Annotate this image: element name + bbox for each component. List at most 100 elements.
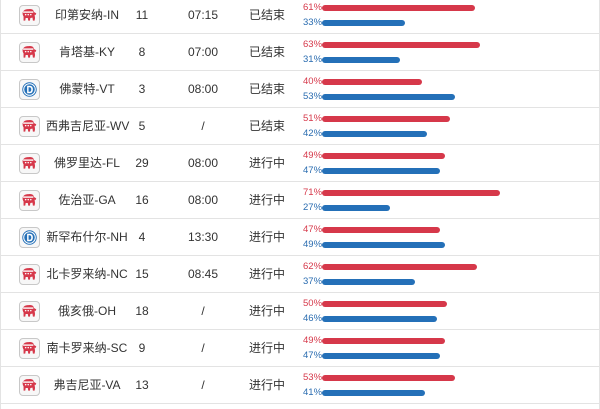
table-row[interactable]: 新罕布什尔-NH 4 13:30 进行中 47% 49%: [0, 219, 600, 256]
democrat-bar: [322, 279, 415, 285]
count-status: 进行中: [248, 341, 285, 355]
count-status: 进行中: [248, 267, 285, 281]
republican-percent: 49%: [303, 335, 323, 346]
poll-close-time: 08:45: [187, 267, 219, 281]
poll-close-time: 08:00: [187, 193, 219, 207]
electoral-votes: 11: [135, 8, 149, 22]
democrat-percent: 27%: [303, 202, 323, 213]
poll-close-time: 07:15: [187, 8, 219, 22]
poll-close-time: 13:30: [187, 230, 219, 244]
state-name: 佛罗里达-FL: [53, 156, 120, 170]
count-status: 进行中: [248, 378, 285, 392]
democrat-percent: 53%: [303, 91, 323, 102]
republican-bar: [322, 264, 477, 270]
elephant-icon: [22, 268, 37, 280]
democrat-d-icon: [22, 82, 37, 97]
republican-bar: [322, 338, 445, 344]
party-badge: [19, 190, 40, 211]
republican-percent: 63%: [303, 39, 323, 50]
table-row[interactable]: 俄亥俄-OH 18 / 进行中 50% 46%: [0, 293, 600, 330]
democrat-percent: 31%: [303, 54, 323, 65]
count-status: 进行中: [248, 304, 285, 318]
democrat-percent: 46%: [303, 313, 323, 324]
poll-close-time: /: [201, 119, 205, 133]
republican-bar: [322, 153, 445, 159]
party-badge: [19, 264, 40, 285]
poll-close-time: /: [201, 304, 205, 318]
elephant-icon: [22, 120, 37, 132]
republican-percent: 51%: [303, 113, 323, 124]
state-name: 印第安纳-IN: [55, 8, 119, 22]
elephant-icon: [22, 379, 37, 391]
republican-bar: [322, 375, 455, 381]
republican-bar: [322, 227, 440, 233]
party-badge: [19, 116, 40, 137]
elephant-icon: [22, 157, 37, 169]
count-status: 已结束: [248, 82, 285, 96]
electoral-votes: 18: [135, 304, 149, 318]
party-badge: [19, 301, 40, 322]
republican-percent: 47%: [303, 224, 323, 235]
republican-bar: [322, 116, 450, 122]
democrat-percent: 42%: [303, 128, 323, 139]
party-badge: [19, 375, 40, 396]
state-name: 新罕布什尔-NH: [46, 230, 128, 244]
electoral-votes: 9: [138, 341, 146, 355]
elephant-icon: [22, 46, 37, 58]
elephant-icon: [22, 342, 37, 354]
party-badge: [19, 79, 40, 100]
table-row[interactable]: 佐治亚-GA 16 08:00 进行中 71% 27%: [0, 182, 600, 219]
table-row[interactable]: 西弗吉尼亚-WV 5 / 已结束 51% 42%: [0, 108, 600, 145]
republican-percent: 71%: [303, 187, 323, 198]
state-name: 西弗吉尼亚-WV: [46, 119, 130, 133]
electoral-votes: 15: [135, 267, 149, 281]
democrat-percent: 33%: [303, 17, 323, 28]
democrat-bar: [322, 94, 455, 100]
table-row[interactable]: 印第安纳-IN 11 07:15 已结束 61% 33%: [0, 0, 600, 34]
party-badge: [19, 153, 40, 174]
electoral-votes: 5: [138, 119, 146, 133]
elephant-icon: [22, 194, 37, 206]
electoral-votes: 29: [135, 156, 149, 170]
poll-close-time: /: [201, 378, 205, 392]
party-badge: [19, 42, 40, 63]
state-name: 佛蒙特-VT: [59, 82, 115, 96]
table-row[interactable]: 肯塔基-KY 8 07:00 已结束 63% 31%: [0, 34, 600, 71]
democrat-bar: [322, 57, 400, 63]
electoral-votes: 8: [138, 45, 146, 59]
column-divider: [0, 0, 1, 409]
table-row[interactable]: 南卡罗来纳-SC 9 / 进行中 49% 47%: [0, 330, 600, 367]
poll-close-time: 07:00: [187, 45, 219, 59]
poll-close-time: 08:00: [187, 156, 219, 170]
democrat-bar: [322, 390, 425, 396]
poll-close-time: /: [201, 341, 205, 355]
table-row[interactable]: 佛罗里达-FL 29 08:00 进行中 49% 47%: [0, 145, 600, 182]
republican-percent: 49%: [303, 150, 323, 161]
republican-bar: [322, 301, 447, 307]
republican-percent: 50%: [303, 298, 323, 309]
state-name: 肯塔基-KY: [58, 45, 115, 59]
party-badge: [19, 338, 40, 359]
republican-bar: [322, 190, 500, 196]
electoral-votes: 13: [135, 378, 149, 392]
democrat-percent: 47%: [303, 165, 323, 176]
table-row[interactable]: 弗吉尼亚-VA 13 / 进行中 53% 41%: [0, 367, 600, 404]
poll-close-time: 08:00: [187, 82, 219, 96]
democrat-bar: [322, 242, 445, 248]
republican-percent: 53%: [303, 372, 323, 383]
electoral-votes: 3: [138, 82, 146, 96]
table-row[interactable]: 佛蒙特-VT 3 08:00 已结束 40% 53%: [0, 71, 600, 108]
party-badge: [19, 227, 40, 248]
count-status: 已结束: [248, 119, 285, 133]
count-status: 进行中: [248, 230, 285, 244]
elephant-icon: [22, 305, 37, 317]
republican-bar: [322, 5, 475, 11]
democrat-d-icon: [22, 230, 37, 245]
table-row[interactable]: 北卡罗来纳-NC 15 08:45 进行中 62% 37%: [0, 256, 600, 293]
republican-percent: 61%: [303, 2, 323, 13]
republican-bar: [322, 79, 422, 85]
electoral-votes: 16: [135, 193, 149, 207]
democrat-bar: [322, 353, 440, 359]
count-status: 进行中: [248, 193, 285, 207]
